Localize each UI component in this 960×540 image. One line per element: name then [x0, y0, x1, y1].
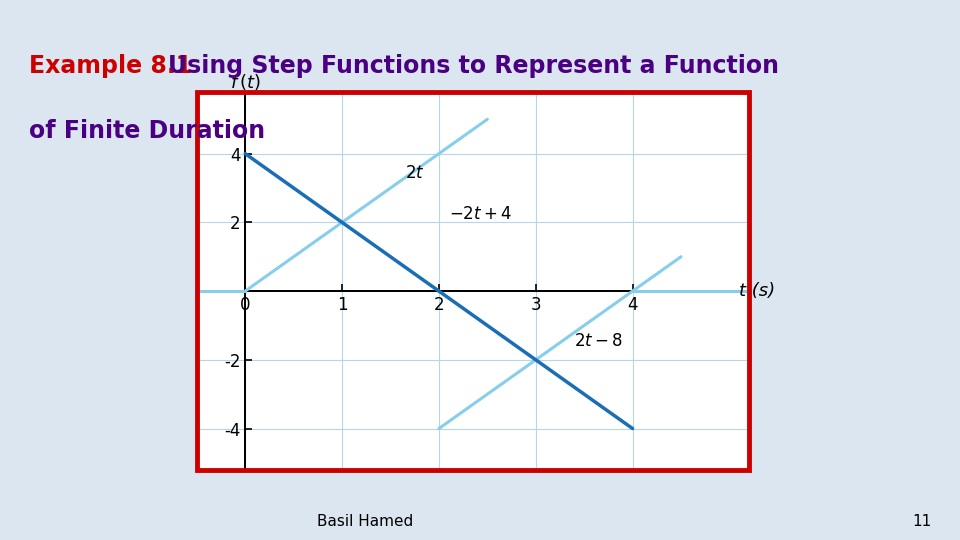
Text: t (s): t (s) — [739, 282, 776, 300]
Text: Example 8.1: Example 8.1 — [29, 54, 192, 78]
Text: $2t$: $2t$ — [405, 164, 424, 181]
Text: $-2t+4$: $-2t+4$ — [448, 205, 512, 223]
Text: of Finite Duration: of Finite Duration — [29, 119, 265, 143]
Text: $f\,(t)$: $f\,(t)$ — [229, 72, 260, 92]
Text: Using Step Functions to Represent a Function: Using Step Functions to Represent a Func… — [168, 54, 779, 78]
Text: 11: 11 — [912, 514, 931, 529]
Text: Basil Hamed: Basil Hamed — [317, 514, 413, 529]
Text: $2t-8$: $2t-8$ — [574, 332, 623, 350]
